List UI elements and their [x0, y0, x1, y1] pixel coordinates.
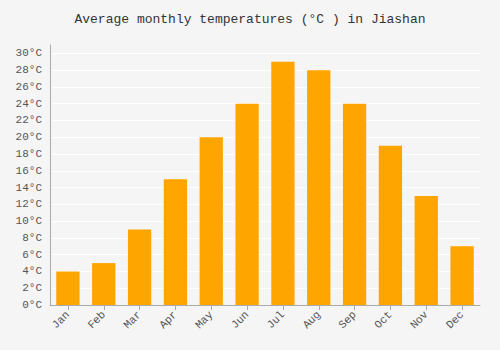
svg-text:Jan: Jan — [50, 309, 72, 331]
svg-text:Nov: Nov — [408, 308, 431, 331]
svg-text:4°C: 4°C — [22, 265, 42, 277]
svg-text:24°C: 24°C — [16, 98, 43, 110]
svg-text:20°C: 20°C — [16, 131, 43, 143]
svg-text:30°C: 30°C — [16, 47, 43, 59]
svg-text:10°C: 10°C — [16, 215, 43, 227]
svg-text:14°C: 14°C — [16, 182, 43, 194]
svg-text:16°C: 16°C — [16, 165, 43, 177]
svg-text:Jul: Jul — [265, 309, 287, 331]
svg-text:8°C: 8°C — [22, 232, 42, 244]
svg-text:Apr: Apr — [157, 309, 179, 331]
svg-text:28°C: 28°C — [16, 64, 43, 76]
svg-text:Oct: Oct — [372, 309, 394, 331]
svg-text:Aug: Aug — [301, 309, 323, 331]
svg-text:Average monthly temperatures (: Average monthly temperatures (°C ) in Ji… — [74, 12, 425, 27]
svg-text:6°C: 6°C — [22, 249, 42, 261]
svg-text:Dec: Dec — [444, 309, 466, 331]
svg-text:26°C: 26°C — [16, 81, 43, 93]
svg-text:May: May — [193, 308, 216, 331]
svg-text:Feb: Feb — [86, 309, 108, 331]
svg-text:2°C: 2°C — [22, 282, 42, 294]
svg-text:22°C: 22°C — [16, 114, 43, 126]
svg-text:18°C: 18°C — [16, 148, 43, 160]
svg-text:Mar: Mar — [121, 309, 143, 331]
svg-text:12°C: 12°C — [16, 198, 43, 210]
svg-text:0°C: 0°C — [22, 299, 42, 311]
svg-text:Jun: Jun — [229, 309, 251, 331]
svg-text:Sep: Sep — [336, 309, 358, 331]
